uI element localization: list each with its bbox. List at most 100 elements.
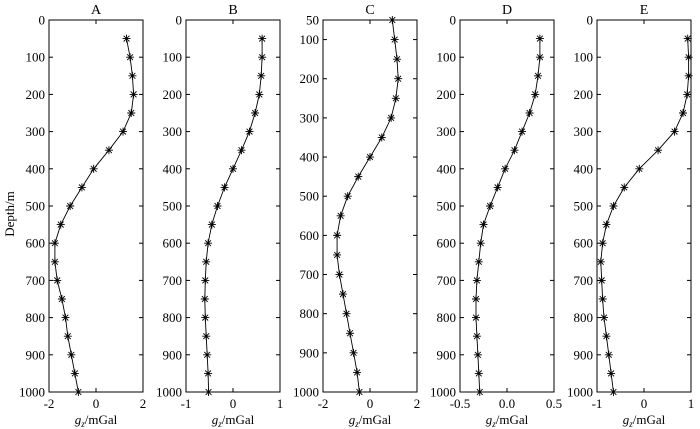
data-point-marker <box>366 153 374 162</box>
data-point-marker <box>472 276 481 285</box>
data-point-marker <box>342 309 351 318</box>
panel-C: C 50 100 200 300 400 500 600 700 800 900 1000-2 0 2 gz… <box>293 3 420 429</box>
y-tick-label: 600 <box>300 228 320 243</box>
data-point-marker <box>475 388 484 396</box>
y-tick-label: 200 <box>437 87 457 102</box>
data-point-marker <box>620 183 629 192</box>
x-axis-label: gz/mGal <box>75 412 118 429</box>
plot-frame <box>322 19 418 393</box>
data-point-marker <box>598 295 607 303</box>
panel-A: A 0 100 200 300 400 500 600 700 800 900 1000-2 0 2 gz/… <box>19 3 146 429</box>
data-point-marker <box>346 329 355 338</box>
y-tick-label: 300 <box>574 124 594 139</box>
y-tick-label: 600 <box>26 236 46 251</box>
data-point-marker <box>50 257 59 266</box>
x-tick-label: -2 <box>318 396 329 411</box>
data-point-marker <box>535 34 544 43</box>
data-point-marker <box>258 53 267 62</box>
data-point-marker <box>609 388 618 396</box>
data-point-marker <box>77 183 86 192</box>
data-point-marker <box>122 34 131 43</box>
data-point-marker <box>654 146 663 155</box>
data-point-marker <box>245 127 254 136</box>
data-point-marker <box>471 313 480 322</box>
data-point-marker <box>390 35 399 44</box>
data-point-marker <box>388 16 397 24</box>
data-point-marker <box>343 192 352 201</box>
y-tick-label: 900 <box>300 345 320 360</box>
y-tick-label: 0 <box>450 13 457 28</box>
data-point-marker <box>679 109 688 117</box>
x-axis-label: gz/mGal <box>486 412 529 429</box>
data-point-marker <box>393 55 402 64</box>
y-tick-label: 400 <box>574 161 594 176</box>
data-point-marker <box>53 276 62 285</box>
x-tick-label: -0.5 <box>450 396 471 411</box>
data-point-marker <box>50 239 59 248</box>
data-point-marker <box>67 350 76 359</box>
y-tick-label: 900 <box>574 347 594 362</box>
y-tick-label: 100 <box>163 50 183 65</box>
data-point-marker <box>670 127 679 136</box>
data-point-marker <box>204 369 213 378</box>
y-tick-label: 1000 <box>567 385 593 400</box>
y-tick-label: 800 <box>300 306 320 321</box>
data-point-marker <box>635 164 644 173</box>
data-point-marker <box>104 146 113 155</box>
data-point-marker <box>683 90 692 99</box>
y-tick-label: 800 <box>163 310 183 325</box>
data-point-marker <box>128 71 137 80</box>
data-point-marker <box>602 332 611 341</box>
data-point-marker <box>684 53 693 62</box>
y-tick-label: 400 <box>437 161 457 176</box>
y-tick-label: 500 <box>163 199 183 214</box>
panel-title: D <box>502 3 512 18</box>
y-tick-label: 900 <box>26 347 46 362</box>
data-point-marker <box>486 202 495 210</box>
data-point-marker <box>479 220 488 229</box>
panel-title: E <box>640 3 649 18</box>
data-point-marker <box>531 90 540 99</box>
data-point-marker <box>336 211 345 220</box>
y-tick-label: 300 <box>26 124 46 139</box>
y-tick-label: 100 <box>300 32 320 47</box>
data-point-marker <box>596 257 605 266</box>
y-tick-label: 400 <box>26 161 46 176</box>
data-point-marker <box>74 388 83 396</box>
data-point-marker <box>207 220 216 229</box>
y-tick-label: 400 <box>163 161 183 176</box>
data-point-marker <box>202 257 211 266</box>
y-tick-label: 200 <box>574 87 594 102</box>
x-tick-label: 0 <box>641 396 648 411</box>
data-point-marker <box>471 295 480 303</box>
x-tick-label: 1 <box>277 396 284 411</box>
data-point-marker <box>501 164 510 173</box>
data-point-marker <box>518 127 527 136</box>
panel-title: C <box>365 3 374 18</box>
y-tick-label: 500 <box>437 199 457 214</box>
y-tick-label: 400 <box>300 150 320 165</box>
data-point-marker <box>387 113 396 122</box>
data-point-marker <box>89 164 98 173</box>
data-point-marker <box>229 164 237 173</box>
y-tick-label: 1000 <box>156 385 182 400</box>
data-point-marker <box>129 90 138 99</box>
data-point-marker <box>349 348 358 357</box>
data-point-marker <box>338 290 347 299</box>
data-point-marker <box>126 53 135 62</box>
data-point-marker <box>204 239 213 248</box>
y-tick-label: 800 <box>437 310 457 325</box>
data-point-marker <box>204 388 213 396</box>
data-point-marker <box>391 94 400 103</box>
x-tick-label: 0 <box>230 396 237 411</box>
data-point-marker <box>534 71 543 80</box>
data-point-marker <box>220 183 229 192</box>
panel-title: B <box>228 3 237 18</box>
y-axis-label: Depth/m <box>2 191 17 237</box>
y-tick-label: 500 <box>300 189 320 204</box>
y-tick-label: 0 <box>176 13 183 28</box>
data-point-marker <box>354 172 363 181</box>
data-point-marker <box>472 332 481 341</box>
panel-B: B 0 100 200 300 400 500 600 700 800 900 1000-1 0 1 gz/… <box>156 3 283 429</box>
